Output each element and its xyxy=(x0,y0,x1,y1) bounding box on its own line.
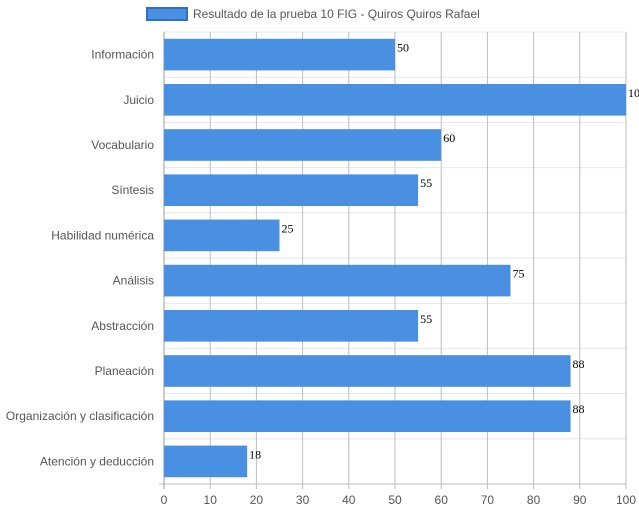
bar[interactable] xyxy=(164,445,248,478)
data-label: 88 xyxy=(573,402,585,416)
bar[interactable] xyxy=(164,83,626,116)
bar[interactable] xyxy=(164,264,511,297)
data-label: 100 xyxy=(628,86,639,100)
x-tick-label: 20 xyxy=(250,493,264,507)
bar[interactable] xyxy=(164,355,571,387)
x-tick-label: 30 xyxy=(296,493,310,507)
x-tick-label: 80 xyxy=(527,493,541,507)
category-label: Síntesis xyxy=(111,183,154,197)
legend-swatch[interactable] xyxy=(146,7,188,21)
category-label: Organización y clasificación xyxy=(6,409,154,423)
data-label: 75 xyxy=(513,267,525,281)
x-tick-label: 70 xyxy=(481,493,495,507)
x-tick-label: 100 xyxy=(616,493,636,507)
data-label: 55 xyxy=(420,176,432,190)
x-tick-label: 0 xyxy=(161,493,168,507)
x-tick-label: 10 xyxy=(204,493,218,507)
x-tick-label: 60 xyxy=(435,493,449,507)
bar[interactable] xyxy=(164,400,571,433)
category-label: Habilidad numérica xyxy=(51,228,154,242)
bar[interactable] xyxy=(164,174,419,207)
legend-label[interactable]: Resultado de la prueba 10 FIG - Quiros Q… xyxy=(193,7,480,21)
category-label: Abstracción xyxy=(91,319,154,333)
x-tick-label: 40 xyxy=(342,493,356,507)
category-label: Análisis xyxy=(113,274,154,288)
data-label: 60 xyxy=(443,131,455,145)
data-label: 88 xyxy=(573,357,585,371)
bar[interactable] xyxy=(164,129,442,161)
category-label: Juicio xyxy=(123,93,154,107)
x-tick-label: 90 xyxy=(573,493,587,507)
data-label: 55 xyxy=(420,312,432,326)
category-label: Vocabulario xyxy=(91,138,154,152)
data-label: 18 xyxy=(249,447,261,461)
legend[interactable]: Resultado de la prueba 10 FIG - Quiros Q… xyxy=(146,7,480,21)
bars xyxy=(164,38,626,478)
data-label: 25 xyxy=(282,221,294,235)
bar[interactable] xyxy=(164,309,419,342)
category-label: Planeación xyxy=(95,364,154,378)
data-label: 50 xyxy=(397,41,409,55)
x-tick-label: 50 xyxy=(388,493,402,507)
labels: 0 10 20 30 40 50 60 70 80 90 100 Información 50 Juici… xyxy=(6,41,639,507)
bar[interactable] xyxy=(164,219,280,252)
category-label: Atención y deducción xyxy=(40,454,154,468)
category-label: Información xyxy=(91,48,154,62)
bar[interactable] xyxy=(164,38,395,71)
